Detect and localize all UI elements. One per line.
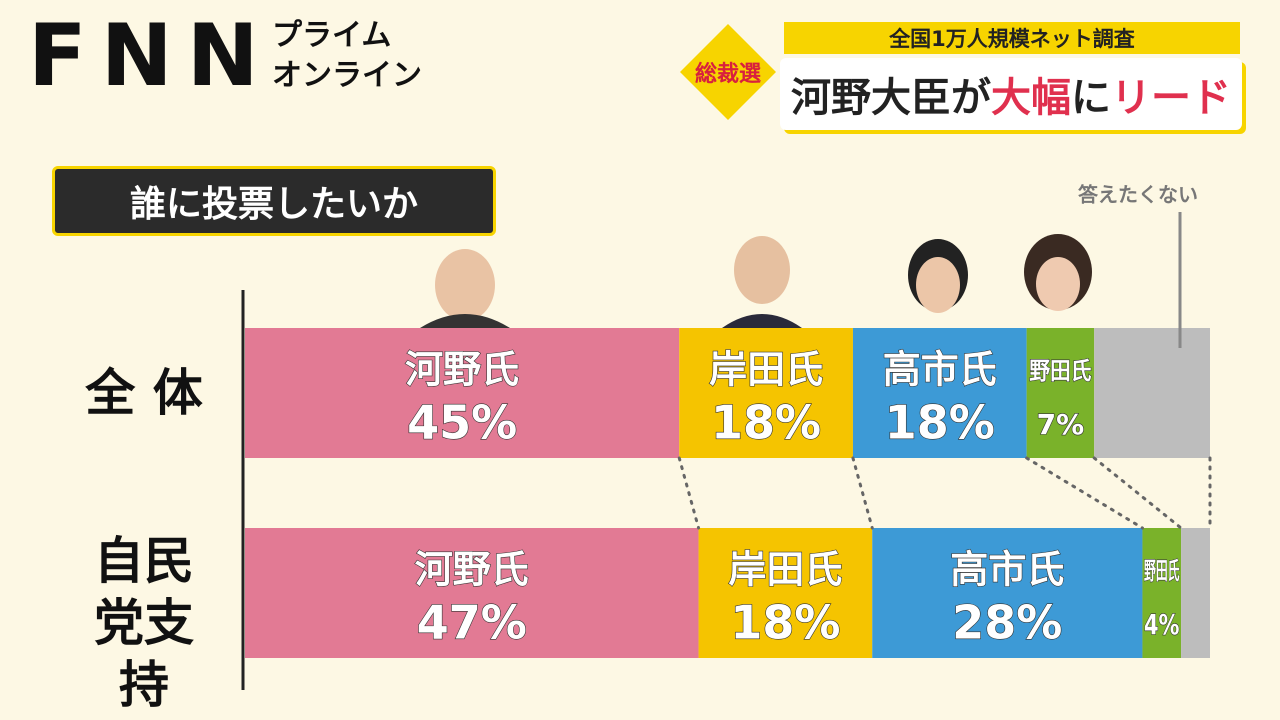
headline-part: 大幅 [991, 75, 1071, 121]
segment-name: 高市氏 [883, 348, 997, 392]
banner-subtitle: 全国1万人規模ネット調査 [784, 22, 1240, 54]
portrait [435, 249, 495, 321]
brand-line: プライム [272, 18, 392, 53]
bar-segment [245, 328, 680, 458]
value-label: 18% [885, 396, 995, 450]
portrait [722, 314, 802, 328]
headline-part: 河野大臣が [791, 75, 991, 121]
segment-annotation: 答えたくない [1078, 183, 1198, 207]
bar-segment [872, 528, 1143, 658]
portrait [916, 257, 960, 313]
bar-segment [852, 328, 1027, 458]
logo: FNN [28, 6, 273, 106]
value-label: 45% [407, 396, 517, 450]
segment-name: 岸田氏 [728, 548, 842, 592]
value-label: 28% [952, 596, 1062, 650]
banner-headline: 河野大臣が 大幅にリード [780, 58, 1242, 130]
chart-title: 誰に投票したいか [52, 166, 496, 236]
value-label: 18% [730, 596, 840, 650]
segment-name: 岸田氏 [709, 348, 823, 392]
bar-segment [1181, 528, 1210, 658]
bar-segment [698, 528, 873, 658]
headline-part: に [1071, 75, 1111, 121]
value-label: 47% [417, 596, 527, 650]
portrait [1036, 257, 1080, 311]
bar-segment [1094, 328, 1210, 458]
connector [677, 456, 701, 530]
connector [851, 456, 874, 530]
bar-segment [679, 328, 853, 458]
value-label: 7% [1037, 408, 1085, 441]
segment-name: 河野氏 [415, 548, 529, 592]
segment-name: 河野氏 [405, 348, 519, 392]
value-label: 4% [1144, 608, 1180, 641]
row-label: 自民党支持 [94, 532, 194, 714]
headline-part: リード [1111, 75, 1231, 121]
brand: プライム オンライン [272, 16, 422, 96]
segment-name: 野田氏 [1144, 557, 1180, 585]
segment-name: 高市氏 [950, 548, 1064, 592]
segment-name: 野田氏 [1029, 357, 1091, 385]
row-label: 全 体 [85, 364, 203, 422]
connector [1025, 456, 1144, 530]
connector [1092, 456, 1183, 530]
bar-segment [1026, 328, 1095, 458]
bar-segment [1142, 528, 1182, 658]
value-label: 18% [711, 396, 821, 450]
bar-segment [245, 528, 699, 658]
portrait [420, 314, 510, 328]
brand-line: オンライン [272, 58, 422, 93]
portrait [734, 236, 790, 304]
portraits [420, 234, 1092, 328]
